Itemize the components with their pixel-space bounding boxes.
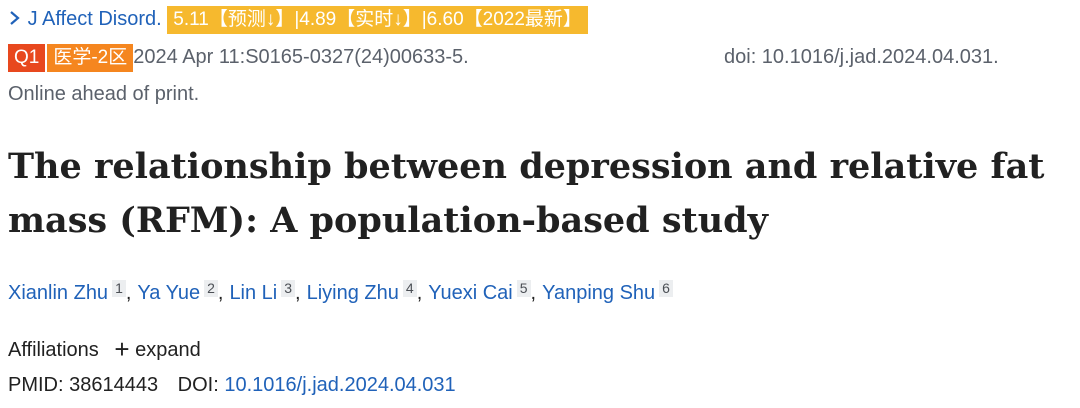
author-separator: , xyxy=(125,282,132,304)
expand-icon: + xyxy=(114,334,130,364)
doi-link[interactable]: 10.1016/j.jad.2024.04.031 xyxy=(224,374,456,396)
author-separator: , xyxy=(416,282,423,304)
affiliation-number: 4 xyxy=(402,280,417,297)
author-separator: , xyxy=(295,282,301,304)
affiliations-row: Affiliations + expand xyxy=(8,334,201,365)
affiliations-label: Affiliations xyxy=(8,339,99,361)
author-separator: , xyxy=(530,282,537,304)
author-separator: , xyxy=(217,282,224,304)
expand-text: expand xyxy=(135,339,201,361)
journal-row: J Affect Disord. 5.11【预测↓】|4.89【实时↓】|6.6… xyxy=(8,6,588,34)
doi-label: DOI: xyxy=(177,374,219,396)
author-name[interactable]: Xianlin Zhu xyxy=(8,282,109,304)
author-name[interactable]: Liying Zhu xyxy=(306,282,399,304)
article-title: The relationship between depression and … xyxy=(8,146,1045,241)
journal-link[interactable]: J Affect Disord. xyxy=(27,8,162,30)
author-name[interactable]: Ya Yue xyxy=(137,282,201,304)
affiliation-number: 6 xyxy=(659,280,673,297)
affiliation-number: 1 xyxy=(112,280,126,297)
authors-list: Xianlin Zhu 1, Ya Yue 2, Lin Li 3, Liying Zhu 4… xyxy=(8,280,673,305)
publication-status: Online ahead of print. xyxy=(8,83,200,105)
author-name[interactable]: Lin Li xyxy=(229,282,278,304)
author-name[interactable]: Yuexi Cai xyxy=(428,282,513,304)
expand-toggle[interactable]: + expand xyxy=(114,334,201,364)
citation-row: Q1 医学-2区 2024 Apr 11:S0165-0327(24)00633-5… xyxy=(8,44,1078,72)
impact-badge: 5.11【预测↓】|4.89【实时↓】|6.60【2022最新】 xyxy=(167,6,588,34)
citation-doi: doi: 10.1016/j.jad.2024.04.031. xyxy=(724,46,999,68)
affiliation-number: 3 xyxy=(281,280,296,297)
pmid: 38614443 xyxy=(69,374,159,396)
citation-date: 2024 Apr 11:S0165-0327(24)00633-5. xyxy=(133,46,469,68)
pmid-label: PMID: xyxy=(8,374,64,396)
affiliation-number: 5 xyxy=(516,280,531,297)
quartile-badge: Q1 xyxy=(8,44,46,72)
identifiers-row: PMID: 38614443 DOI: 10.1016/j.jad.2024.0… xyxy=(8,374,456,397)
author-name[interactable]: Yanping Shu xyxy=(542,282,656,304)
affiliation-number: 2 xyxy=(204,280,218,297)
chevron-icon xyxy=(10,11,20,25)
zone-badge: 医学-2区 xyxy=(47,44,134,72)
